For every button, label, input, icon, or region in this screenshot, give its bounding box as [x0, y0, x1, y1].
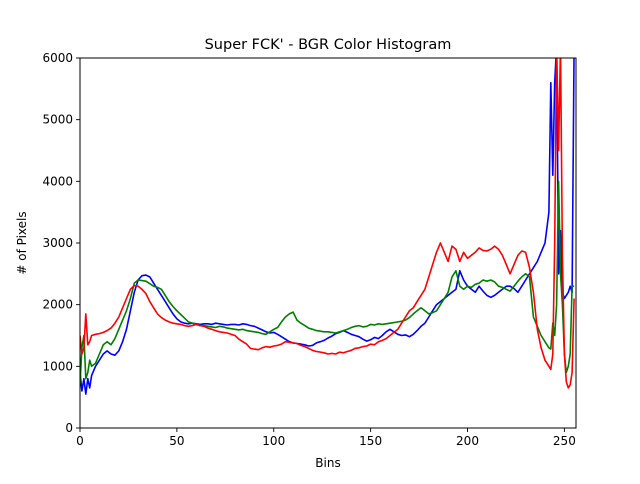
- series-line-2: [80, 58, 575, 389]
- y-tick-label: 3000: [42, 236, 73, 250]
- x-axis-label: Bins: [315, 456, 340, 470]
- y-tick-label: 6000: [42, 51, 73, 65]
- chart-title: Super FCK' - BGR Color Histogram: [205, 37, 452, 53]
- x-tick-label: 50: [169, 434, 184, 448]
- y-tick-label: 5000: [42, 113, 73, 127]
- x-tick-label: 150: [359, 434, 382, 448]
- x-tick-label: 200: [456, 434, 479, 448]
- y-axis-label: # of Pixels: [15, 211, 29, 274]
- y-tick-label: 2000: [42, 298, 73, 312]
- series-line-1: [80, 180, 575, 385]
- series-layer: [80, 58, 575, 395]
- y-tick-label: 4000: [42, 174, 73, 188]
- series-line-0: [80, 58, 575, 395]
- plot-frame: [79, 57, 577, 429]
- y-tick-label: 0: [65, 421, 73, 435]
- axis-layer: 0 50 100 150 200 250 0 1000 2000 3000 4000 5000 6000: [42, 51, 575, 448]
- x-tick-label: 250: [553, 434, 576, 448]
- x-tick-label: 0: [76, 434, 84, 448]
- y-tick-label: 1000: [42, 359, 73, 373]
- x-tick-label: 100: [262, 434, 285, 448]
